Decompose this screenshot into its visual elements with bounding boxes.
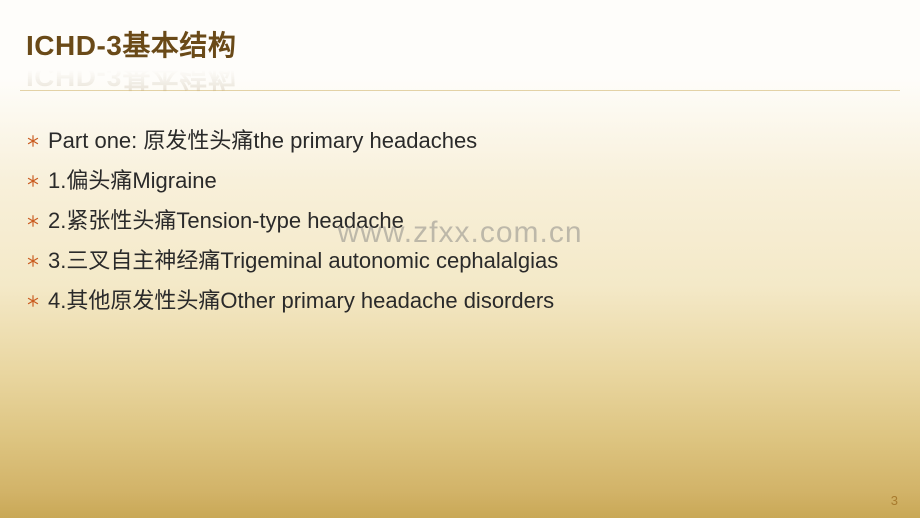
asterisk-icon	[26, 214, 40, 228]
bullet-text: 2.紧张性头痛Tension-type headache	[48, 205, 404, 237]
page-number: 3	[891, 493, 898, 508]
asterisk-icon	[26, 134, 40, 148]
list-item: 4.其他原发性头痛Other primary headache disorder…	[26, 285, 894, 317]
bullet-list: Part one: 原发性头痛the primary headaches 1.偏…	[0, 91, 920, 316]
list-item: Part one: 原发性头痛the primary headaches	[26, 125, 894, 157]
bullet-text: Part one: 原发性头痛the primary headaches	[48, 125, 477, 157]
list-item: 1.偏头痛Migraine	[26, 165, 894, 197]
asterisk-icon	[26, 174, 40, 188]
asterisk-icon	[26, 254, 40, 268]
title-underline	[20, 90, 900, 91]
asterisk-icon	[26, 294, 40, 308]
bullet-text: 4.其他原发性头痛Other primary headache disorder…	[48, 285, 554, 317]
list-item: 2.紧张性头痛Tension-type headache	[26, 205, 894, 237]
bullet-text: 3.三叉自主神经痛Trigeminal autonomic cephalalgi…	[48, 245, 558, 277]
bullet-text: 1.偏头痛Migraine	[48, 165, 217, 197]
slide-title-reflection: ICHD-3基本结构	[26, 58, 894, 98]
list-item: 3.三叉自主神经痛Trigeminal autonomic cephalalgi…	[26, 245, 894, 277]
